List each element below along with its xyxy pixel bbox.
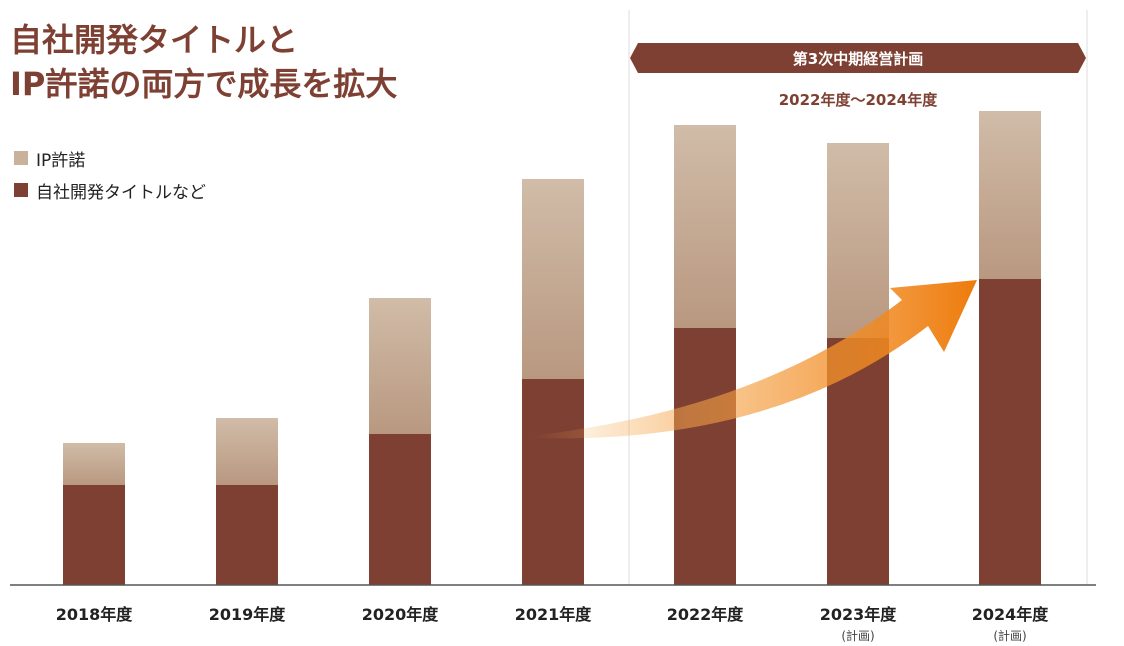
plan-banner-label: 第3次中期経営計画 xyxy=(793,50,923,68)
bar-own-1 xyxy=(63,485,125,585)
growth-arrow xyxy=(530,280,977,439)
x-tick-label-7: 2024年度 xyxy=(972,605,1050,624)
bar-ip-1 xyxy=(63,443,125,485)
legend-item-ip: IP許諾 xyxy=(14,142,206,174)
bar-ip-6 xyxy=(827,143,889,338)
legend-item-own: 自社開発タイトルなど xyxy=(14,174,206,206)
x-tick-note-6: (計画) xyxy=(841,628,874,643)
legend: IP許諾 自社開発タイトルなど xyxy=(14,142,206,206)
chart-title-line-1: 自社開発タイトルと xyxy=(10,21,299,59)
x-tick-label-6: 2023年度 xyxy=(820,605,898,624)
bar-own-3 xyxy=(369,434,431,585)
x-tick-label-5: 2022年度 xyxy=(667,605,745,624)
chart-title: 自社開発タイトルと IP許諾の両方で成長を拡大 xyxy=(10,18,397,106)
bar-own-2 xyxy=(216,485,278,585)
legend-label-ip: IP許諾 xyxy=(36,150,86,171)
x-tick-note-7: (計画) xyxy=(993,628,1026,643)
legend-label-own: 自社開発タイトルなど xyxy=(36,182,206,203)
bar-own-5 xyxy=(674,328,736,585)
bar-ip-7 xyxy=(979,111,1041,279)
x-tick-label-1: 2018年度 xyxy=(56,605,134,624)
chart-title-line-2: IP許諾の両方で成長を拡大 xyxy=(10,65,398,103)
x-tick-label-4: 2021年度 xyxy=(515,605,593,624)
plan-period-label: 2022年度〜2024年度 xyxy=(779,91,938,109)
bar-ip-3 xyxy=(369,298,431,434)
bar-ip-4 xyxy=(522,179,584,379)
plan-banner xyxy=(630,43,1086,73)
x-tick-label-3: 2020年度 xyxy=(362,605,440,624)
legend-swatch-own xyxy=(14,183,28,197)
bar-ip-2 xyxy=(216,418,278,485)
bar-own-7 xyxy=(979,279,1041,585)
legend-swatch-ip xyxy=(14,151,28,165)
x-tick-label-2: 2019年度 xyxy=(209,605,287,624)
bar-own-4 xyxy=(522,379,584,585)
bar-ip-5 xyxy=(674,125,736,328)
